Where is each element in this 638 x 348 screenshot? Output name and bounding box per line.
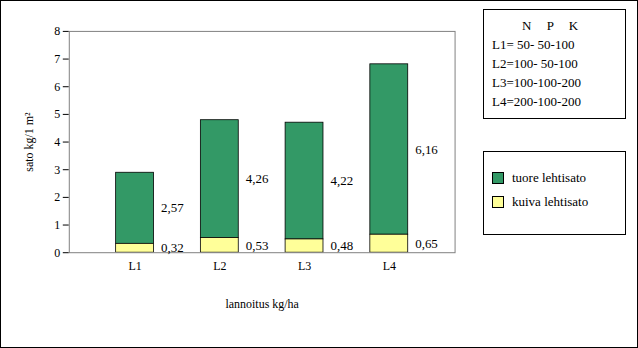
- svg-text:0,53: 0,53: [246, 238, 269, 253]
- svg-text:3: 3: [54, 163, 60, 177]
- svg-text:4,22: 4,22: [330, 173, 353, 188]
- svg-text:2: 2: [54, 190, 60, 204]
- html-text:L3=100-100-200: L3=100-100-200: [492, 75, 581, 90]
- svg-text:4: 4: [54, 135, 60, 149]
- html-text:kuiva lehtisato: kuiva lehtisato: [512, 194, 589, 209]
- svg-text:8: 8: [54, 24, 60, 38]
- svg-text:L2: L2: [213, 259, 226, 273]
- svg-text:1: 1: [54, 218, 60, 232]
- html-text:tuore lehtisato: tuore lehtisato: [512, 170, 586, 185]
- svg-text:0,48: 0,48: [330, 238, 353, 253]
- svg-text:L3: L3: [298, 259, 311, 273]
- svg-text:6,16: 6,16: [415, 142, 438, 157]
- svg-text:0: 0: [54, 246, 60, 260]
- svg-text:L4: L4: [383, 259, 396, 273]
- svg-text:5: 5: [54, 107, 60, 121]
- html-text:L2=100- 50-100: L2=100- 50-100: [492, 56, 578, 71]
- svg-text:0,32: 0,32: [161, 240, 184, 255]
- svg-text:lannoitus kg/ha: lannoitus kg/ha: [225, 297, 299, 311]
- svg-text:7: 7: [54, 52, 60, 66]
- svg-text:L1: L1: [128, 259, 141, 273]
- svg-text:4,26: 4,26: [246, 171, 269, 186]
- html-text:L1= 50- 50-100: L1= 50- 50-100: [492, 37, 575, 52]
- html-text:N P K: N P K: [522, 18, 578, 33]
- svg-text:sato kg/1 m²: sato kg/1 m²: [22, 112, 36, 172]
- svg-text:6: 6: [54, 80, 60, 94]
- svg-text:2,57: 2,57: [161, 200, 184, 215]
- svg-text:0,65: 0,65: [415, 236, 438, 251]
- html-text:L4=200-100-200: L4=200-100-200: [492, 94, 581, 109]
